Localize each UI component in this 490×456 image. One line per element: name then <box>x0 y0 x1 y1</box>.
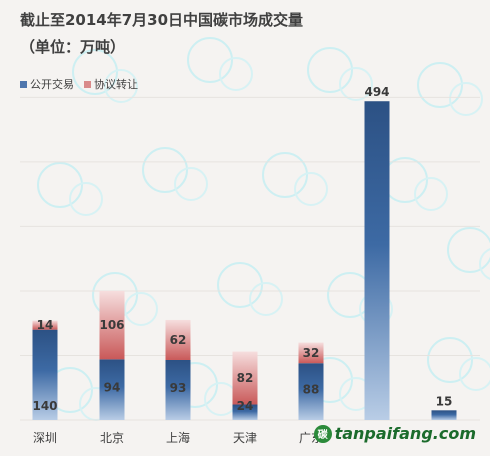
watermark-circle <box>204 382 238 416</box>
x-tick-label: 北京 <box>100 431 124 445</box>
bar-public <box>32 329 58 420</box>
legend: 公开交易 协议转让 <box>20 76 138 92</box>
bar-public <box>165 359 191 420</box>
x-tick-label: 上海 <box>166 430 190 445</box>
data-labels: 14 140 106 94 62 93 82 24 32 88 494 15 <box>32 85 452 413</box>
bar-agreement <box>165 319 191 360</box>
bar-agreement <box>232 351 258 405</box>
bar-agreement <box>32 320 58 330</box>
chart-title: 截止至2014年7月30日中国碳市场成交量 （单位：万吨） <box>20 7 303 61</box>
legend-label-agreement: 协议转让 <box>94 78 138 91</box>
watermark-circle <box>339 67 373 101</box>
watermark-circle <box>459 357 490 391</box>
watermark-circle <box>262 152 308 198</box>
watermark-circle <box>37 162 83 208</box>
bars <box>32 101 457 420</box>
bar-public <box>364 101 390 420</box>
watermark-badge: 碳 <box>313 424 332 443</box>
watermark-circle <box>72 49 118 95</box>
data-label-agreement: 106 <box>99 318 124 332</box>
watermark-circle <box>447 227 490 273</box>
bar-public <box>232 404 258 420</box>
watermark-circle <box>449 82 483 116</box>
bar-agreement <box>99 290 125 360</box>
watermark-circle <box>382 157 428 203</box>
watermark-circle <box>307 47 353 93</box>
x-tick-labels: 深圳 北京 上海 天津 广东 <box>33 430 323 445</box>
x-tick-label: 天津 <box>233 431 257 445</box>
watermark-circle <box>187 37 233 83</box>
gridlines <box>20 96 480 421</box>
watermark-circle <box>69 182 103 216</box>
title-line-2: （单位：万吨） <box>20 38 126 56</box>
data-label-agreement: 32 <box>303 346 320 360</box>
legend-item-agreement: 协议转让 <box>84 76 138 92</box>
watermark-circle <box>294 172 328 206</box>
data-label-public: 494 <box>364 85 389 99</box>
watermark-circle <box>174 167 208 201</box>
legend-swatch-agreement <box>84 80 91 88</box>
bar-public <box>298 363 324 420</box>
legend-item-public: 公开交易 <box>20 76 74 92</box>
data-label-public: 88 <box>303 383 320 397</box>
watermark-circle <box>217 262 263 308</box>
legend-swatch-public <box>20 80 27 88</box>
watermark-circle <box>427 337 473 383</box>
data-label-public: 24 <box>237 399 254 413</box>
x-tick-label: 深圳 <box>33 431 57 445</box>
data-label-public: 140 <box>32 399 57 413</box>
legend-label-public: 公开交易 <box>30 78 74 91</box>
watermark-text: tanpaifang.com <box>334 424 476 443</box>
watermark-circle <box>142 147 188 193</box>
data-label-agreement: 82 <box>237 371 254 385</box>
watermark-circle <box>104 69 138 103</box>
data-label-agreement: 62 <box>170 333 187 347</box>
watermark-circle <box>124 292 158 326</box>
watermark-circle <box>249 282 283 316</box>
bar-agreement <box>298 342 324 364</box>
watermark-circle <box>417 62 463 108</box>
data-label-public: 94 <box>104 381 121 395</box>
watermark-circle <box>219 57 253 91</box>
watermark-circle <box>414 177 448 211</box>
watermark-circle <box>479 248 490 280</box>
site-watermark: 碳 tanpaifang.com <box>313 424 476 443</box>
title-line-1: 截止至2014年7月30日中国碳市场成交量 <box>20 11 304 29</box>
data-label-public: 93 <box>170 381 187 395</box>
bar-public <box>431 410 457 420</box>
data-label-public: 15 <box>436 394 453 408</box>
data-label-agreement: 14 <box>37 318 54 332</box>
bar-public <box>99 359 125 420</box>
